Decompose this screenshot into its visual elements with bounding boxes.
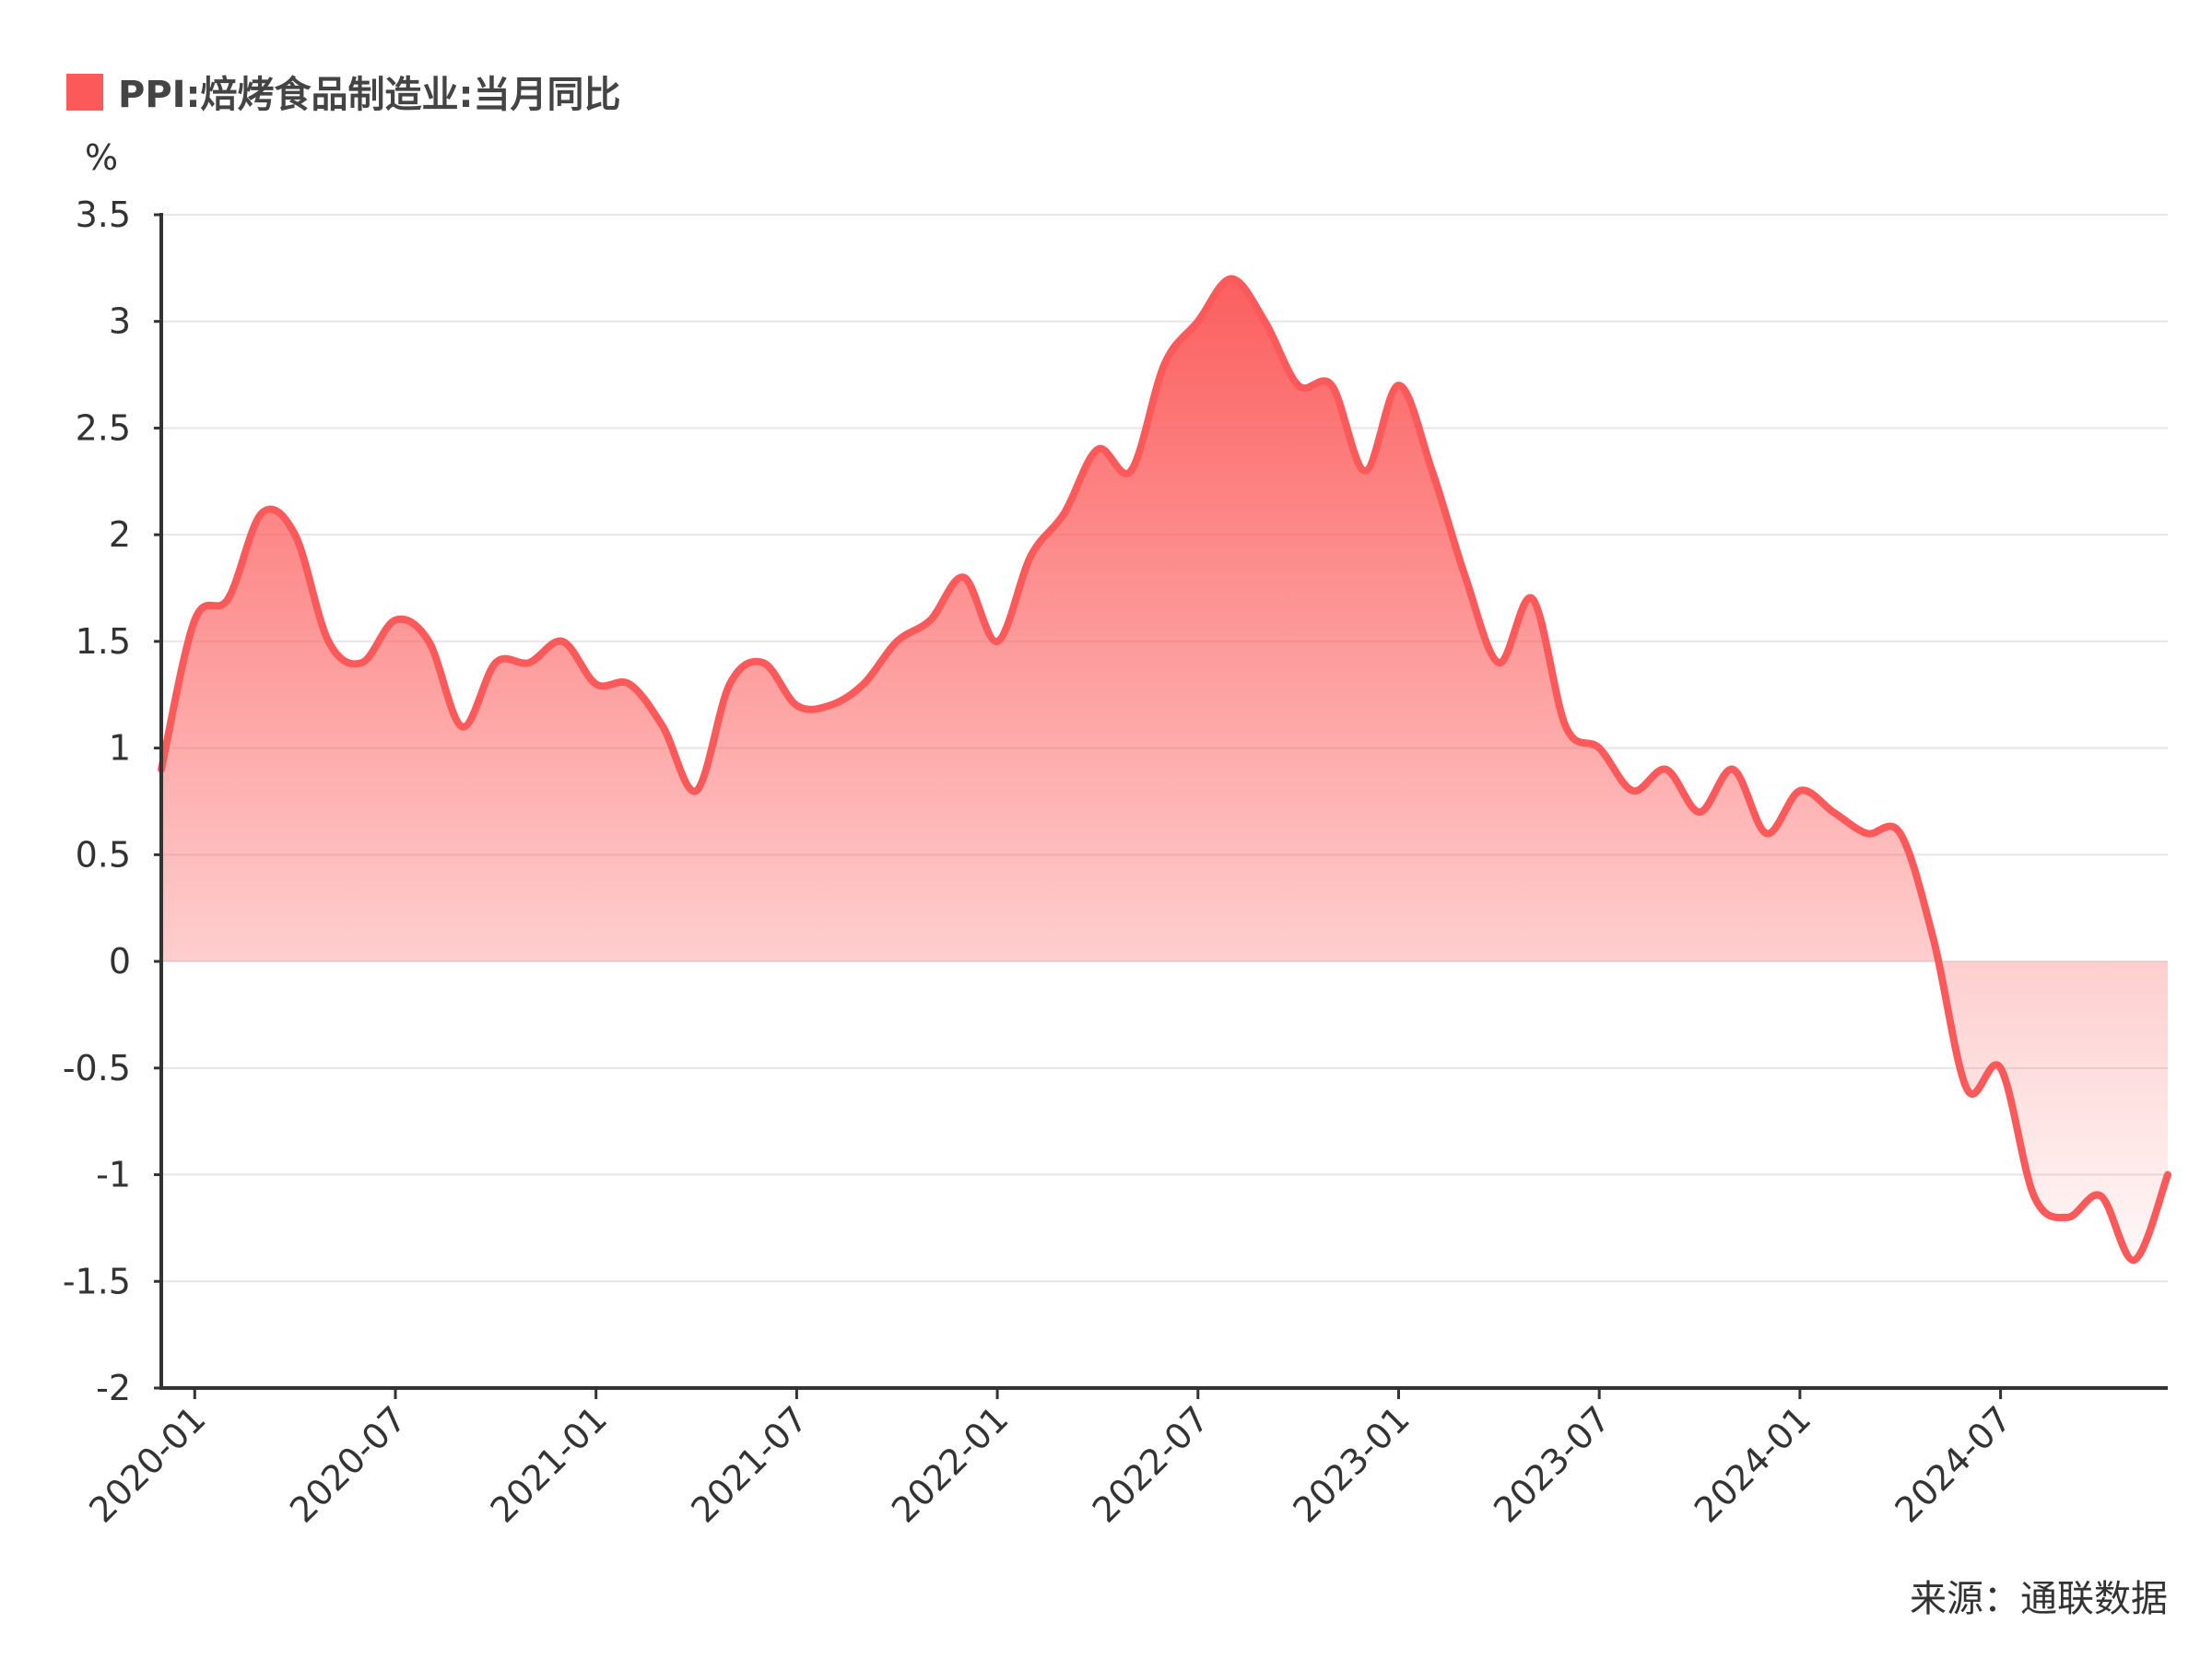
y-tick-label: 3: [109, 301, 131, 342]
x-tick-label: 2024-07: [1888, 1398, 2019, 1530]
x-tick-label: 2021-07: [683, 1398, 815, 1530]
legend: PPI:焙烤食品制造业:当月同比: [66, 74, 621, 116]
x-tick-label: 2020-01: [81, 1398, 213, 1530]
y-tick-label: -0.5: [63, 1048, 131, 1088]
area-fill: [161, 278, 2168, 1261]
y-tick-label: 0.5: [76, 834, 131, 875]
source-note: 来源：通联数据: [1910, 1578, 2168, 1620]
x-tick-label: 2022-01: [884, 1398, 1016, 1530]
legend-label: PPI:焙烤食品制造业:当月同比: [118, 74, 621, 116]
y-tick-label: 3.5: [76, 194, 131, 235]
y-tick-label: -2: [96, 1368, 131, 1408]
legend-swatch: [66, 74, 103, 111]
axes: [159, 213, 2168, 1390]
x-tick-label: 2021-01: [483, 1398, 615, 1530]
y-tick-label: -1: [96, 1155, 131, 1195]
y-tick-label: 1.5: [76, 621, 131, 662]
area-fill-path: [161, 278, 2168, 1261]
x-tick-label: 2020-07: [282, 1398, 414, 1530]
x-tick-label: 2023-01: [1285, 1398, 1417, 1530]
x-tick-label: 2022-07: [1085, 1398, 1217, 1530]
y-tick-label: -1.5: [63, 1261, 131, 1301]
y-tick-label: 2: [109, 514, 131, 555]
y-axis-ticks: 3.5 3 2.5 2 1.5 1 0.5 0 -0.5 -1 -1.5 -2: [63, 194, 161, 1408]
y-tick-label: 1: [109, 728, 131, 769]
x-tick-label: 2023-07: [1486, 1398, 1618, 1530]
x-axis-ticks: 2020-01 2020-07 2021-01 2021-07 2022-01 2022-…: [81, 1388, 2019, 1531]
series-line-path: [158, 275, 2171, 1265]
series-line: [158, 275, 2171, 1265]
y-tick-label: 0: [109, 941, 131, 982]
y-axis-unit: %: [85, 137, 118, 178]
y-tick-label: 2.5: [76, 407, 131, 448]
x-tick-label: 2024-01: [1687, 1398, 1818, 1530]
